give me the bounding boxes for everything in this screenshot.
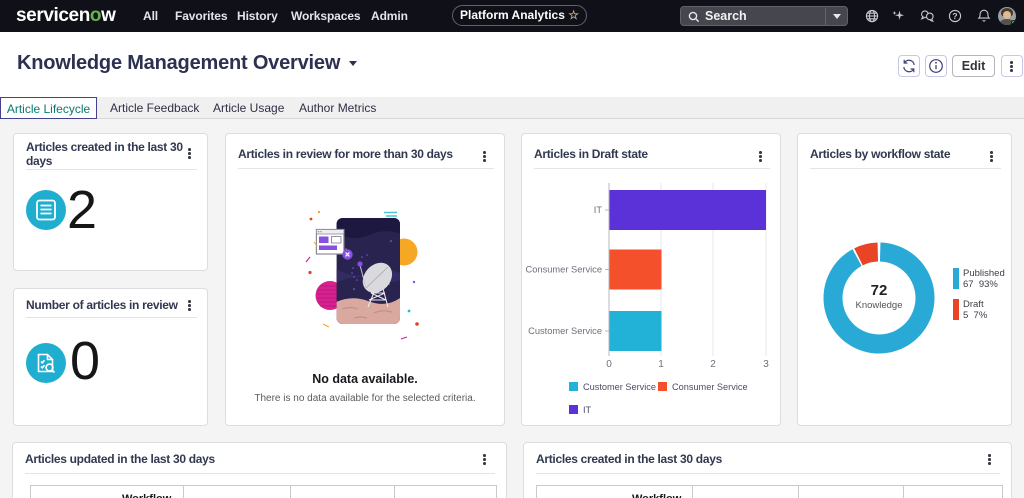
svg-text:1: 1 <box>658 359 664 370</box>
svg-text:5 7%: 5 7% <box>963 310 988 321</box>
svg-text:IT: IT <box>594 205 603 215</box>
svg-text:?: ? <box>952 11 957 21</box>
svg-text:72: 72 <box>871 282 888 299</box>
svg-text:Customer Service: Customer Service <box>528 326 602 336</box>
svg-text:Published: Published <box>963 268 1005 279</box>
svg-text:3: 3 <box>763 359 769 370</box>
svg-text:Consumer Service: Consumer Service <box>526 265 602 275</box>
svg-text:Customer Service: Customer Service <box>583 382 656 392</box>
svg-text:IT: IT <box>583 405 592 415</box>
svg-text:Consumer Service: Consumer Service <box>672 382 748 392</box>
svg-text:0: 0 <box>606 359 612 370</box>
svg-text:2: 2 <box>710 359 716 370</box>
svg-text:67 93%: 67 93% <box>963 279 998 290</box>
svg-text:Draft: Draft <box>963 299 984 310</box>
svg-text:Knowledge: Knowledge <box>855 300 902 311</box>
